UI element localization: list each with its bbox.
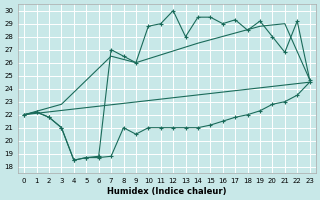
X-axis label: Humidex (Indice chaleur): Humidex (Indice chaleur) [107,187,227,196]
